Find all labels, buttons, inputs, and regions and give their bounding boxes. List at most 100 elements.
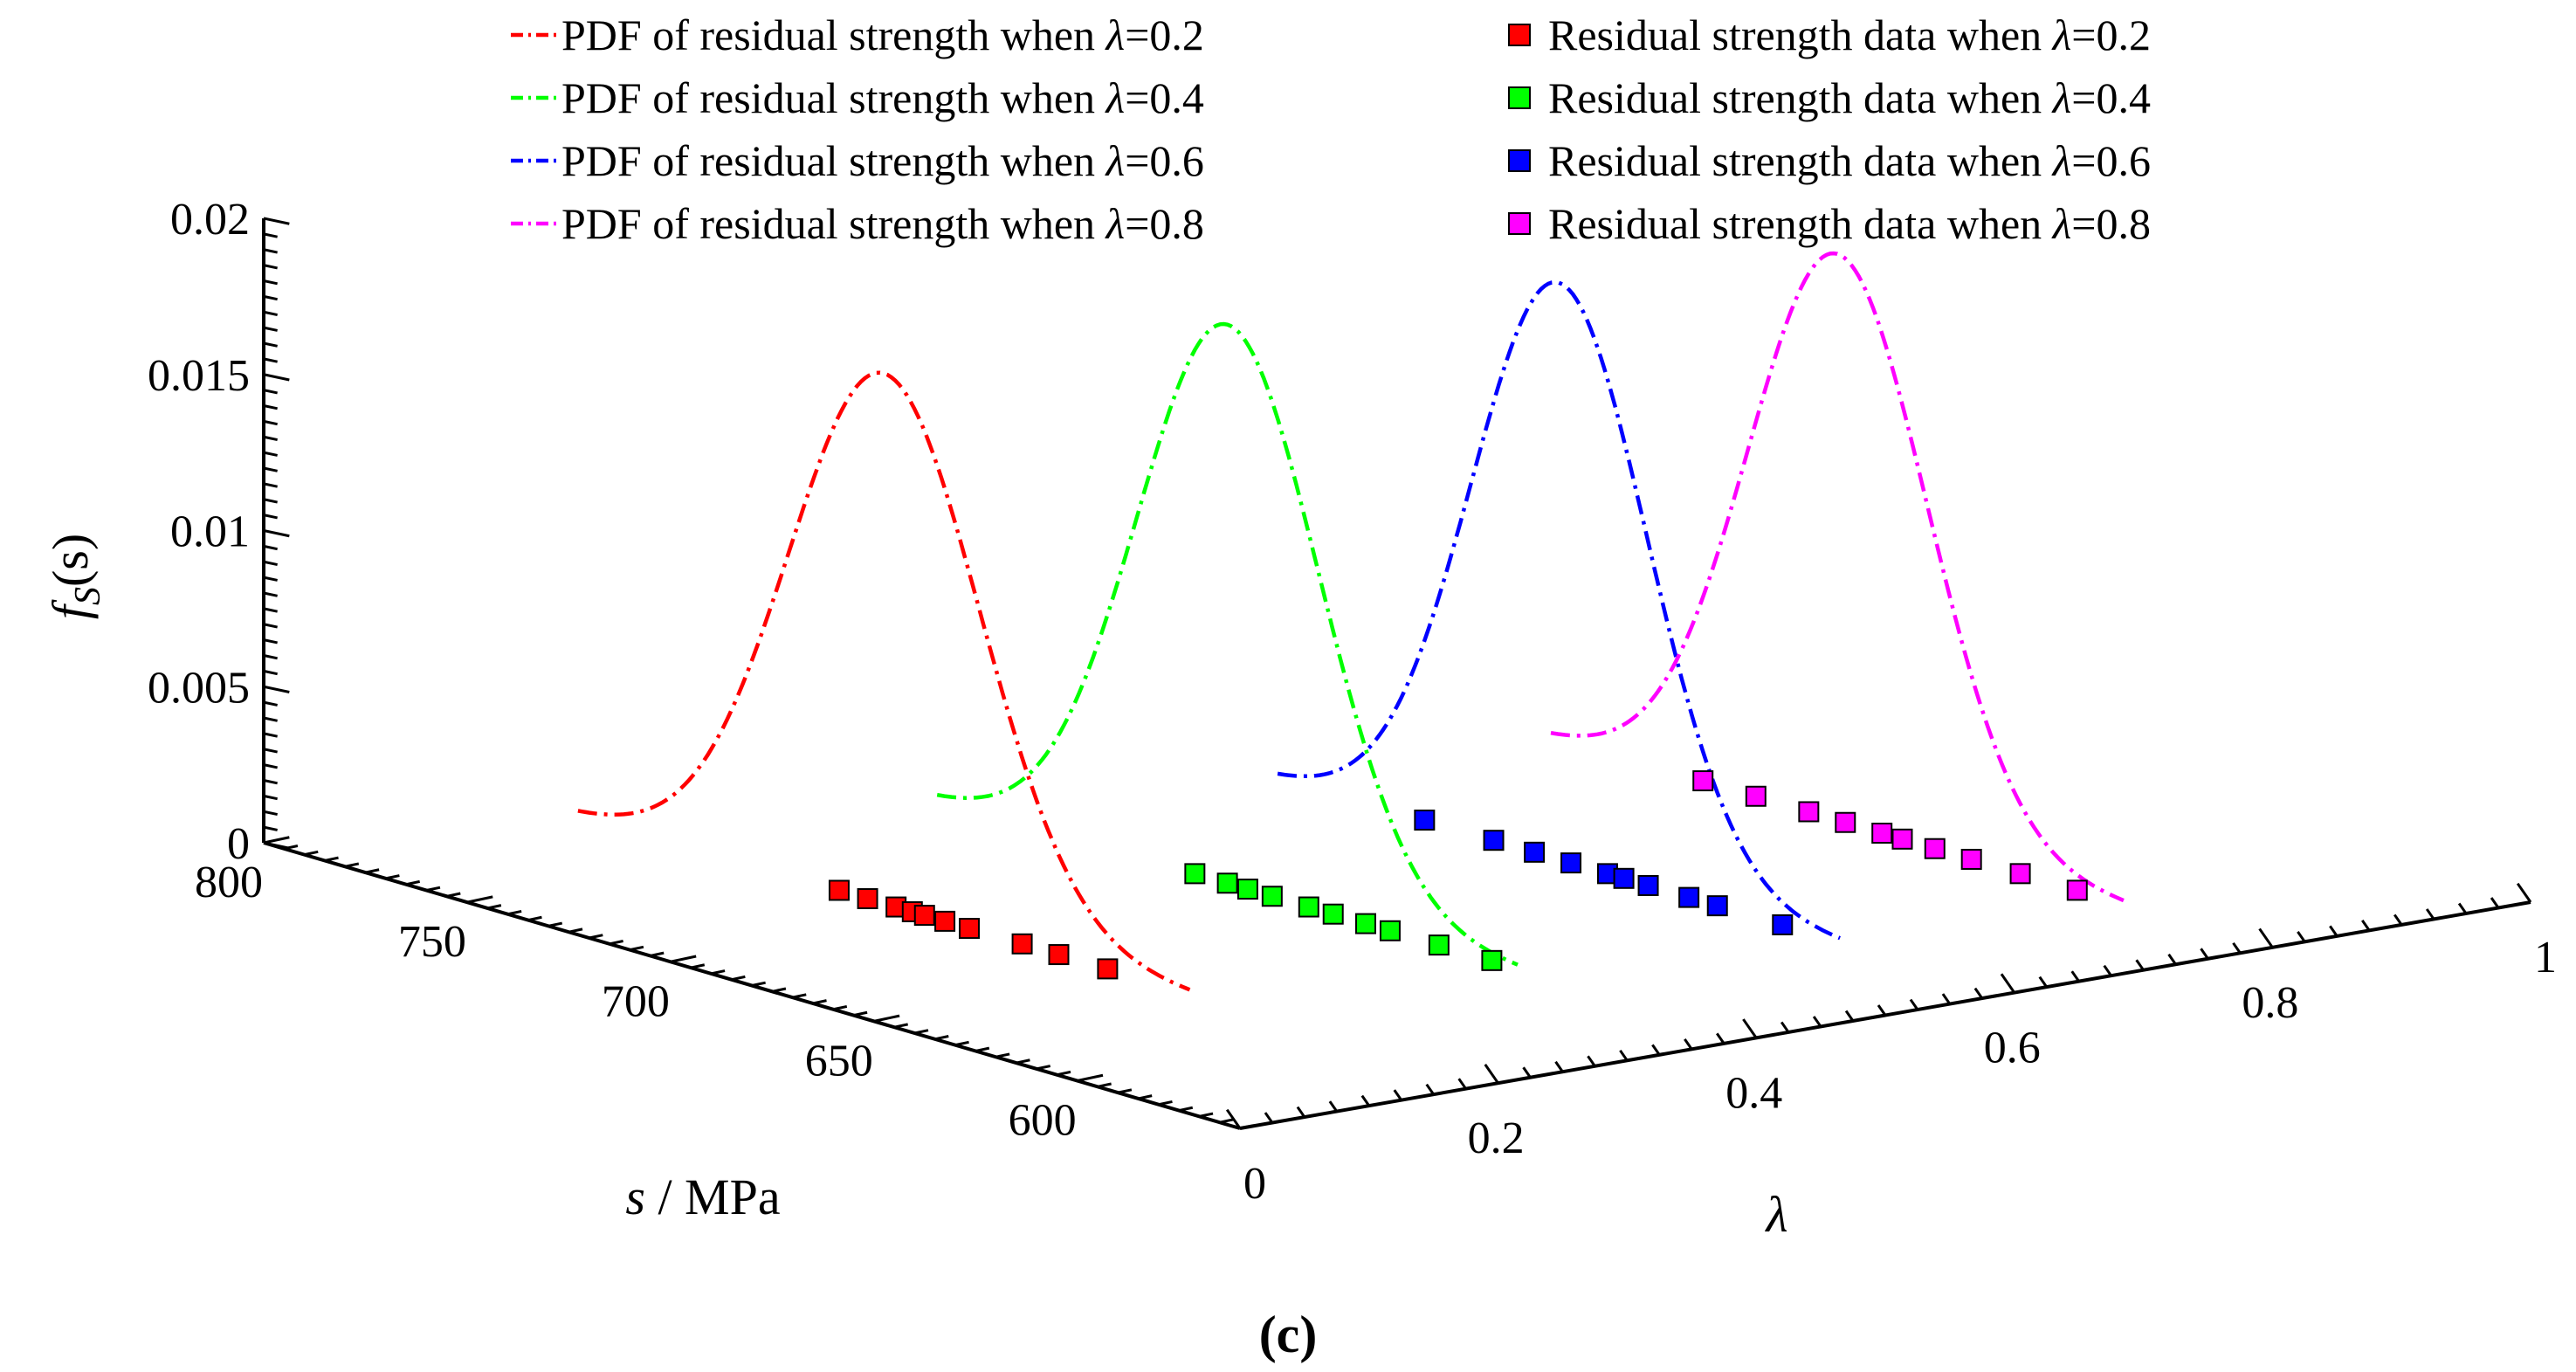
s-major-tick xyxy=(263,836,290,845)
s-minor-tick xyxy=(405,879,421,886)
lambda-minor-tick xyxy=(2038,976,2048,988)
f-minor-tick xyxy=(263,294,278,301)
f-tick-label: 0 xyxy=(227,819,250,869)
lambda-minor-tick xyxy=(1619,1049,1629,1062)
legend-data-label: Residual strength data when λ=0.2 xyxy=(1548,10,2151,59)
data-point-lambda-0.4 xyxy=(1481,949,1503,971)
lambda-minor-tick xyxy=(1264,1112,1274,1124)
f-minor-tick xyxy=(263,264,278,270)
f-minor-tick xyxy=(263,466,278,472)
data-point-lambda-0.2 xyxy=(934,910,956,932)
data-point-lambda-0.6 xyxy=(1483,830,1505,851)
data-point-lambda-0.2 xyxy=(828,879,850,901)
data-point-lambda-0.4 xyxy=(1236,879,1258,900)
data-point-lambda-0.6 xyxy=(1772,914,1794,935)
data-point-lambda-0.4 xyxy=(1428,934,1450,956)
data-point-lambda-0.4 xyxy=(1261,886,1283,907)
f-minor-tick xyxy=(263,716,278,722)
f-minor-tick xyxy=(263,607,278,613)
data-point-lambda-0.2 xyxy=(1097,958,1119,980)
f-minor-tick xyxy=(263,232,278,238)
s-minor-tick xyxy=(629,945,644,952)
lambda-tick-label: 0.4 xyxy=(1725,1068,1782,1118)
f-major-tick xyxy=(263,685,290,693)
f-minor-tick xyxy=(263,654,278,660)
lambda-minor-tick xyxy=(2393,914,2403,926)
s-minor-tick xyxy=(934,1035,949,1041)
f-minor-tick xyxy=(263,623,278,629)
lambda-minor-tick xyxy=(2135,959,2145,971)
f-minor-tick xyxy=(263,514,278,520)
s-minor-tick xyxy=(954,1040,969,1047)
lambda-minor-tick xyxy=(1780,1021,1790,1033)
lambda-minor-tick xyxy=(1941,993,1952,1005)
f-minor-tick xyxy=(263,310,278,317)
f-minor-tick xyxy=(263,732,278,738)
lambda-minor-tick xyxy=(2232,941,2242,955)
data-point-lambda-0.4 xyxy=(1322,903,1344,925)
f-minor-tick xyxy=(263,825,278,831)
s-minor-tick xyxy=(324,856,339,862)
s-minor-tick xyxy=(1097,1082,1112,1088)
s-minor-tick xyxy=(792,993,807,999)
s-major-tick xyxy=(873,1014,900,1023)
z-axis-title: fS(s) xyxy=(42,534,108,619)
s-minor-tick xyxy=(711,969,726,976)
f-tick-label: 0.005 xyxy=(148,663,250,713)
f-major-tick xyxy=(263,841,290,850)
lambda-major-tick xyxy=(1742,1018,1758,1039)
data-point-lambda-0.8 xyxy=(1745,785,1767,807)
f-minor-tick xyxy=(263,341,278,348)
f-minor-tick xyxy=(263,451,278,457)
lambda-minor-tick xyxy=(1812,1016,1822,1028)
s-tick-label: 800 xyxy=(195,858,263,907)
legend-pdf-label: PDF of residual strength when λ=0.4 xyxy=(561,73,1204,122)
axes-layer: 00.20.40.60.8160065070075080000.0050.010… xyxy=(148,195,2557,1209)
lambda-major-tick xyxy=(2516,882,2532,903)
lambda-minor-tick xyxy=(2200,948,2209,960)
f-minor-tick xyxy=(263,389,278,395)
figure-caption: (c) xyxy=(1259,1306,1318,1363)
data-point-lambda-0.2 xyxy=(913,905,935,927)
s-minor-tick xyxy=(690,963,706,969)
lambda-major-tick xyxy=(2258,927,2274,948)
legend-pdf-label: PDF of residual strength when λ=0.8 xyxy=(561,199,1204,248)
s-minor-tick xyxy=(853,1010,868,1017)
s-tick-label: 750 xyxy=(398,917,466,967)
s-minor-tick xyxy=(507,909,522,916)
data-point-lambda-0.2 xyxy=(1011,933,1033,955)
data-point-lambda-0.8 xyxy=(1960,848,1982,870)
s-minor-tick xyxy=(995,1052,1010,1058)
data-point-lambda-0.8 xyxy=(1692,770,1714,792)
f-minor-tick xyxy=(263,591,278,597)
f-minor-tick xyxy=(263,794,278,801)
data-point-lambda-0.4 xyxy=(1184,863,1206,885)
s-minor-tick xyxy=(812,999,827,1005)
f-minor-tick xyxy=(263,779,278,785)
data-point-lambda-0.6 xyxy=(1637,874,1659,896)
f-minor-tick xyxy=(263,419,278,426)
pdf-curve-lambda-0.6 xyxy=(1277,279,1841,941)
data-point-lambda-0.6 xyxy=(1524,841,1546,863)
s-minor-tick xyxy=(1138,1094,1153,1100)
s-minor-tick xyxy=(1199,1112,1214,1118)
lambda-tick-label: 0 xyxy=(1243,1159,1266,1209)
lambda-minor-tick xyxy=(1522,1066,1532,1079)
f-minor-tick xyxy=(263,638,278,645)
s-minor-tick xyxy=(1158,1100,1173,1107)
data-point-lambda-0.2 xyxy=(1048,944,1070,966)
lambda-minor-tick xyxy=(2361,920,2371,932)
lambda-minor-tick xyxy=(1877,1004,1887,1017)
data-point-lambda-0.2 xyxy=(959,918,981,940)
data-point-lambda-0.6 xyxy=(1678,886,1700,908)
f-minor-tick xyxy=(263,404,278,410)
legend-marker-swatch xyxy=(1508,149,1531,172)
s-minor-tick xyxy=(486,904,502,910)
data-point-lambda-0.4 xyxy=(1216,872,1238,894)
lambda-minor-tick xyxy=(2425,908,2435,920)
pdf-curve-lambda-0.2 xyxy=(577,370,1191,992)
pdf-curves-layer xyxy=(577,251,2125,992)
lambda-minor-tick xyxy=(2167,953,2177,966)
lambda-minor-tick xyxy=(1684,1038,1693,1051)
lambda-major-tick xyxy=(2000,973,2016,994)
